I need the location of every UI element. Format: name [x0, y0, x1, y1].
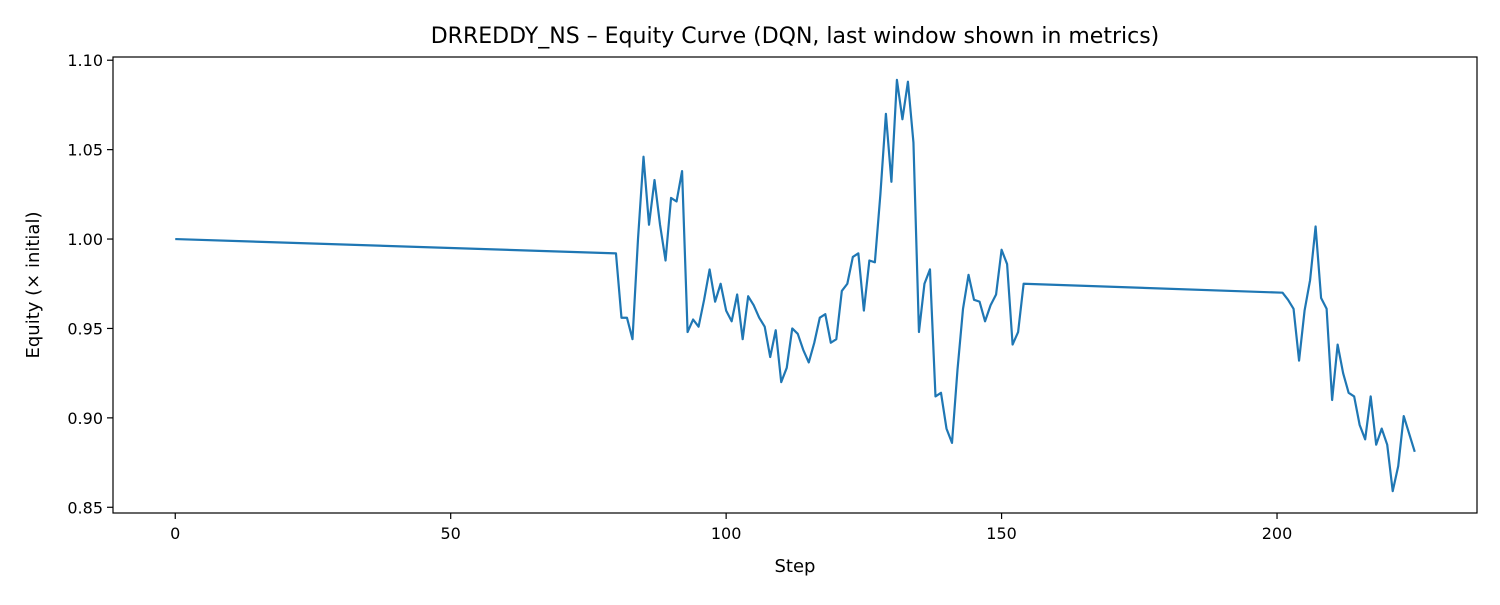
x-tick-label: 200	[1262, 524, 1293, 543]
x-tick-label: 0	[170, 524, 180, 543]
y-tick-label: 1.05	[67, 141, 103, 160]
plot-area	[175, 78, 1416, 493]
chart-title: DRREDDY_NS – Equity Curve (DQN, last win…	[431, 24, 1160, 49]
y-axis-ticks: 0.85 0.90 0.95 1.00 1.05 1.10	[67, 51, 113, 517]
y-axis-label: Equity (× initial)	[23, 212, 44, 359]
y-tick-label: 0.90	[67, 409, 103, 428]
y-tick-label: 1.10	[67, 51, 103, 70]
x-axis-ticks: 0 50 100 150 200	[170, 513, 1292, 543]
equity-series-line-0	[175, 78, 1416, 493]
x-tick-label: 150	[986, 524, 1017, 543]
axes-frame	[112, 56, 1478, 514]
x-tick-label: 50	[441, 524, 461, 543]
y-tick-label: 0.85	[67, 498, 103, 517]
x-axis-label: Step	[775, 556, 816, 577]
x-tick-label: 100	[711, 524, 742, 543]
y-tick-label: 0.95	[67, 319, 103, 338]
y-tick-label: 1.00	[67, 230, 103, 249]
